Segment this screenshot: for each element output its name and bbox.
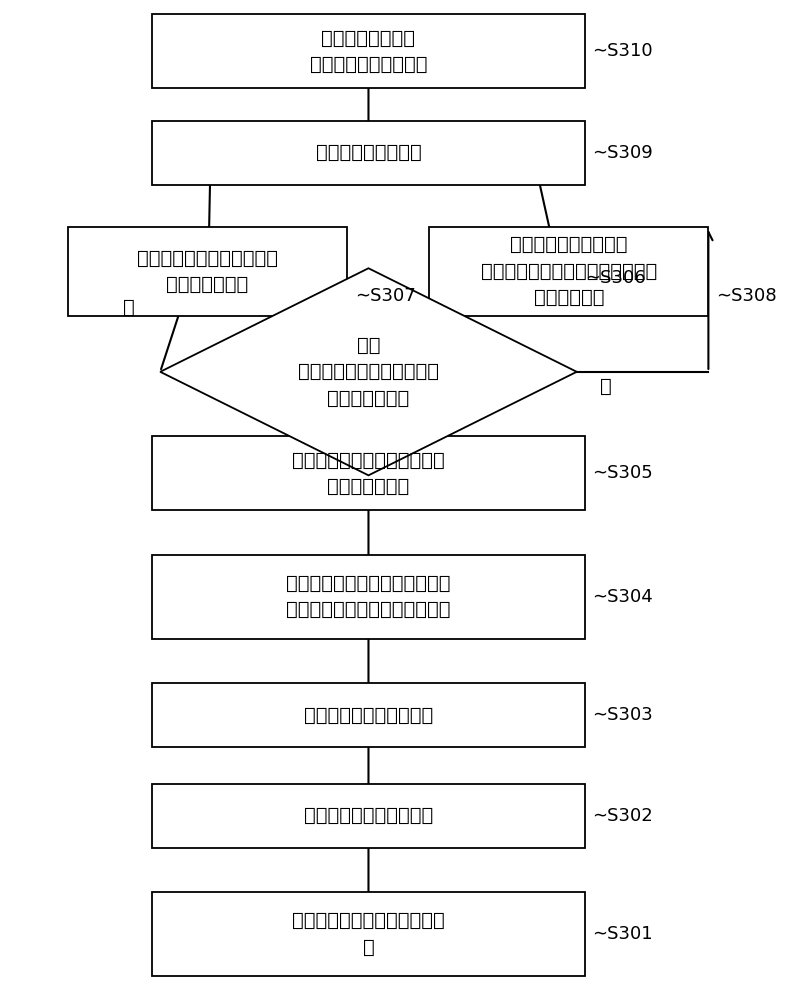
Text: 计算相邻两次确定得到参与反
应氧气量的差值: 计算相邻两次确定得到参与反 应氧气量的差值 bbox=[292, 451, 445, 496]
Polygon shape bbox=[160, 268, 577, 475]
Bar bbox=[152, 121, 585, 185]
Text: ∼S303: ∼S303 bbox=[593, 706, 654, 724]
Bar bbox=[152, 892, 585, 976]
Text: 测量烧结台车上物料的料层厚
度: 测量烧结台车上物料的料层厚 度 bbox=[292, 911, 445, 957]
Text: 计算物料的垂直烧结速度: 计算物料的垂直烧结速度 bbox=[304, 806, 433, 825]
Text: 否: 否 bbox=[600, 377, 612, 396]
Text: ∼S307: ∼S307 bbox=[354, 287, 415, 305]
Text: 根据相邻两次确定得到
参与反应氧气量的均值计算每个风
箱的有效风率: 根据相邻两次确定得到 参与反应氧气量的均值计算每个风 箱的有效风率 bbox=[481, 235, 657, 307]
Text: 判断
参与反应氧气量的差值是否
大于预先设置值: 判断 参与反应氧气量的差值是否 大于预先设置值 bbox=[298, 336, 439, 408]
Text: ∼S310: ∼S310 bbox=[593, 42, 653, 60]
Text: 按照预先设置的时间间隔检测大
烟道内单位体积烟气的烟气成分: 按照预先设置的时间间隔检测大 烟道内单位体积烟气的烟气成分 bbox=[286, 574, 450, 619]
Bar bbox=[152, 683, 585, 747]
Text: ∼S304: ∼S304 bbox=[593, 588, 654, 606]
Bar bbox=[68, 227, 347, 316]
Text: ∼S305: ∼S305 bbox=[593, 464, 654, 482]
Text: ∼S301: ∼S301 bbox=[593, 925, 653, 943]
Text: ∼S306: ∼S306 bbox=[585, 269, 646, 287]
Text: ∼S309: ∼S309 bbox=[593, 144, 654, 162]
Text: ∼S308: ∼S308 bbox=[716, 287, 777, 305]
Text: 是: 是 bbox=[123, 298, 134, 317]
Text: 计算大烟道目标风量: 计算大烟道目标风量 bbox=[316, 143, 422, 162]
Text: 计算所有风箱的有效风量: 计算所有风箱的有效风量 bbox=[304, 705, 433, 724]
Text: ∼S302: ∼S302 bbox=[593, 807, 654, 825]
Text: 将大烟道目标风量
发送给主抽风机控制器: 将大烟道目标风量 发送给主抽风机控制器 bbox=[310, 29, 427, 74]
Text: 利用当前检测结果计算每个
风箱的有效风率: 利用当前检测结果计算每个 风箱的有效风率 bbox=[137, 248, 278, 294]
Bar bbox=[152, 14, 585, 88]
Bar bbox=[430, 227, 708, 316]
Bar bbox=[152, 555, 585, 639]
Bar bbox=[152, 436, 585, 510]
Bar bbox=[152, 784, 585, 848]
